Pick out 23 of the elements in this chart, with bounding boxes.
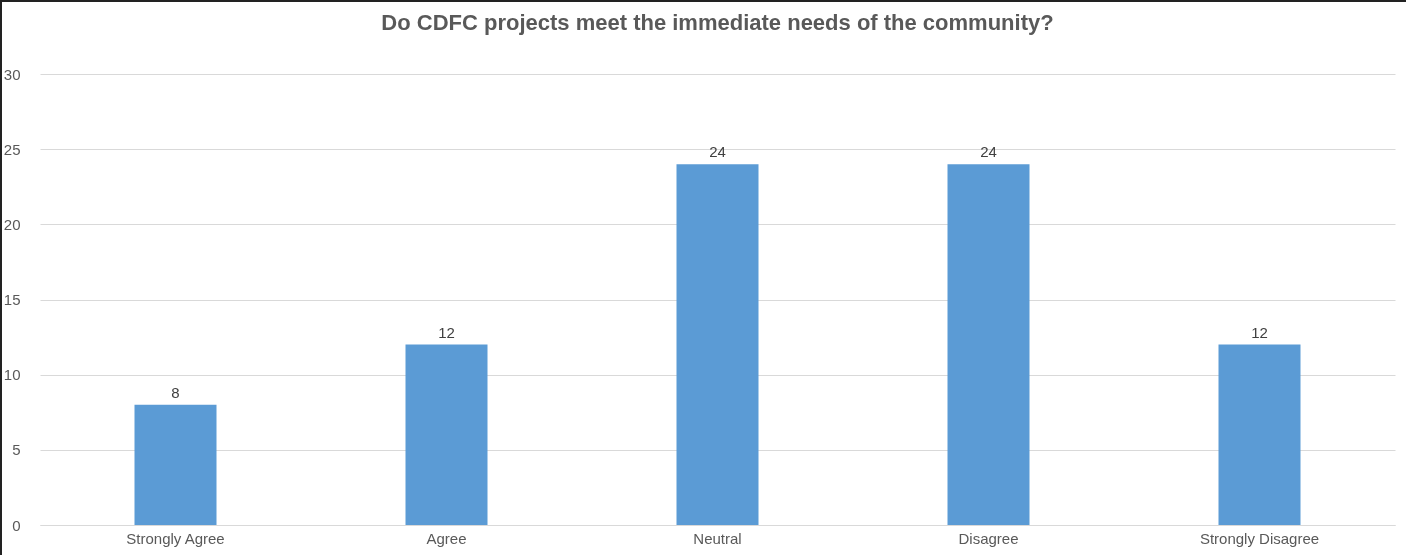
x-tick-label: Neutral bbox=[693, 529, 742, 547]
data-label: 12 bbox=[438, 323, 455, 341]
y-tick-label: 15 bbox=[3, 291, 21, 308]
bar bbox=[1218, 344, 1301, 525]
chart-title: Do CDFC projects meet the immediate needs of the community? bbox=[381, 10, 1054, 35]
data-label: 24 bbox=[980, 143, 997, 161]
data-label: 12 bbox=[1251, 323, 1268, 341]
x-tick-label: Strongly Agree bbox=[126, 529, 225, 547]
y-tick-label: 5 bbox=[12, 441, 21, 459]
y-tick-label: 0 bbox=[12, 516, 21, 534]
bar bbox=[134, 404, 217, 525]
y-tick-label: 30 bbox=[3, 65, 21, 83]
y-tick-label: 10 bbox=[3, 366, 21, 384]
bar bbox=[947, 164, 1030, 525]
data-label: 8 bbox=[171, 383, 180, 401]
x-tick-label: Strongly Disagree bbox=[1199, 529, 1320, 547]
y-tick-label: 25 bbox=[3, 140, 21, 158]
y-tick-label: 20 bbox=[3, 215, 21, 233]
bar bbox=[676, 164, 759, 525]
data-label: 24 bbox=[709, 143, 726, 161]
bar bbox=[405, 344, 488, 525]
x-tick-label: Disagree bbox=[958, 529, 1019, 547]
x-tick-label: Agree bbox=[426, 529, 467, 547]
